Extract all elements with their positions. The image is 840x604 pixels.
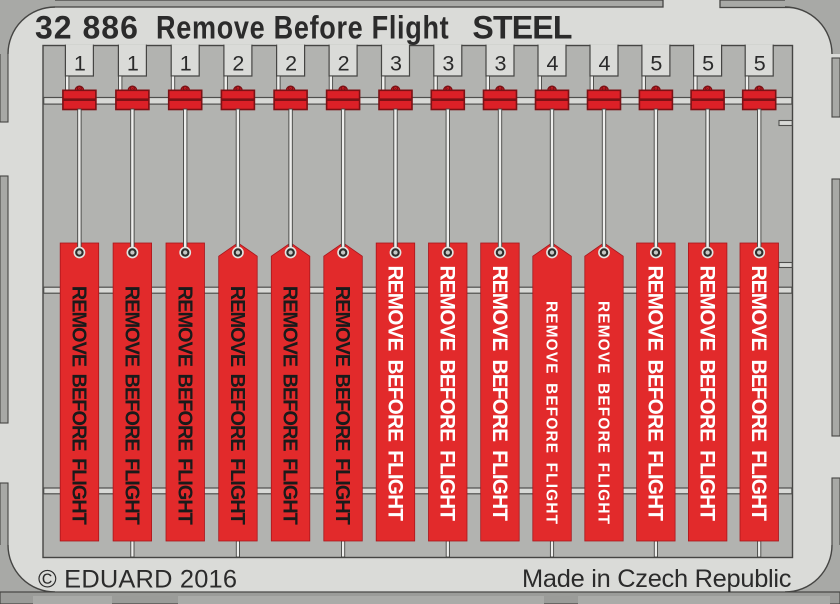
svg-text:Remove Before Flight: Remove Before Flight — [156, 10, 449, 46]
svg-text:1: 1 — [74, 52, 86, 76]
svg-text:2: 2 — [285, 52, 297, 76]
svg-text:3: 3 — [495, 52, 507, 76]
svg-text:STEEL: STEEL — [472, 9, 572, 45]
svg-text:5: 5 — [650, 52, 662, 76]
svg-text:REMOVE BEFORE FLIGHT: REMOVE BEFORE FLIGHT — [383, 266, 406, 522]
svg-text:4: 4 — [599, 52, 611, 76]
svg-text:REMOVE BEFORE FLIGHT: REMOVE BEFORE FLIGHT — [436, 266, 459, 522]
svg-text:1: 1 — [127, 52, 139, 76]
svg-text:REMOVE BEFORE FLIGHT: REMOVE BEFORE FLIGHT — [121, 286, 143, 525]
svg-text:2: 2 — [232, 52, 244, 76]
svg-text:© EDUARD 2016: © EDUARD 2016 — [38, 566, 237, 594]
svg-text:5: 5 — [754, 52, 766, 76]
svg-text:REMOVE BEFORE FLIGHT: REMOVE BEFORE FLIGHT — [279, 286, 301, 525]
svg-text:REMOVE BEFORE FLIGHT: REMOVE BEFORE FLIGHT — [747, 266, 770, 522]
svg-text:REMOVE BEFORE FLIGHT: REMOVE BEFORE FLIGHT — [543, 301, 560, 525]
svg-text:Made in Czech Republic: Made in Czech Republic — [522, 565, 792, 593]
svg-text:3: 3 — [390, 52, 402, 76]
svg-text:REMOVE BEFORE FLIGHT: REMOVE BEFORE FLIGHT — [173, 286, 195, 525]
svg-text:REMOVE BEFORE FLIGHT: REMOVE BEFORE FLIGHT — [226, 286, 248, 525]
svg-text:REMOVE BEFORE FLIGHT: REMOVE BEFORE FLIGHT — [695, 266, 718, 522]
svg-text:1: 1 — [180, 52, 192, 76]
svg-text:REMOVE BEFORE FLIGHT: REMOVE BEFORE FLIGHT — [68, 286, 90, 525]
svg-text:2: 2 — [338, 52, 350, 76]
svg-text:5: 5 — [702, 52, 714, 76]
svg-text:32 886: 32 886 — [35, 9, 139, 45]
svg-text:3: 3 — [442, 52, 454, 76]
svg-text:REMOVE BEFORE FLIGHT: REMOVE BEFORE FLIGHT — [595, 301, 612, 525]
svg-text:4: 4 — [547, 52, 559, 76]
svg-text:REMOVE BEFORE FLIGHT: REMOVE BEFORE FLIGHT — [331, 286, 353, 525]
svg-text:REMOVE BEFORE FLIGHT: REMOVE BEFORE FLIGHT — [644, 266, 667, 522]
svg-text:REMOVE BEFORE FLIGHT: REMOVE BEFORE FLIGHT — [488, 266, 511, 522]
